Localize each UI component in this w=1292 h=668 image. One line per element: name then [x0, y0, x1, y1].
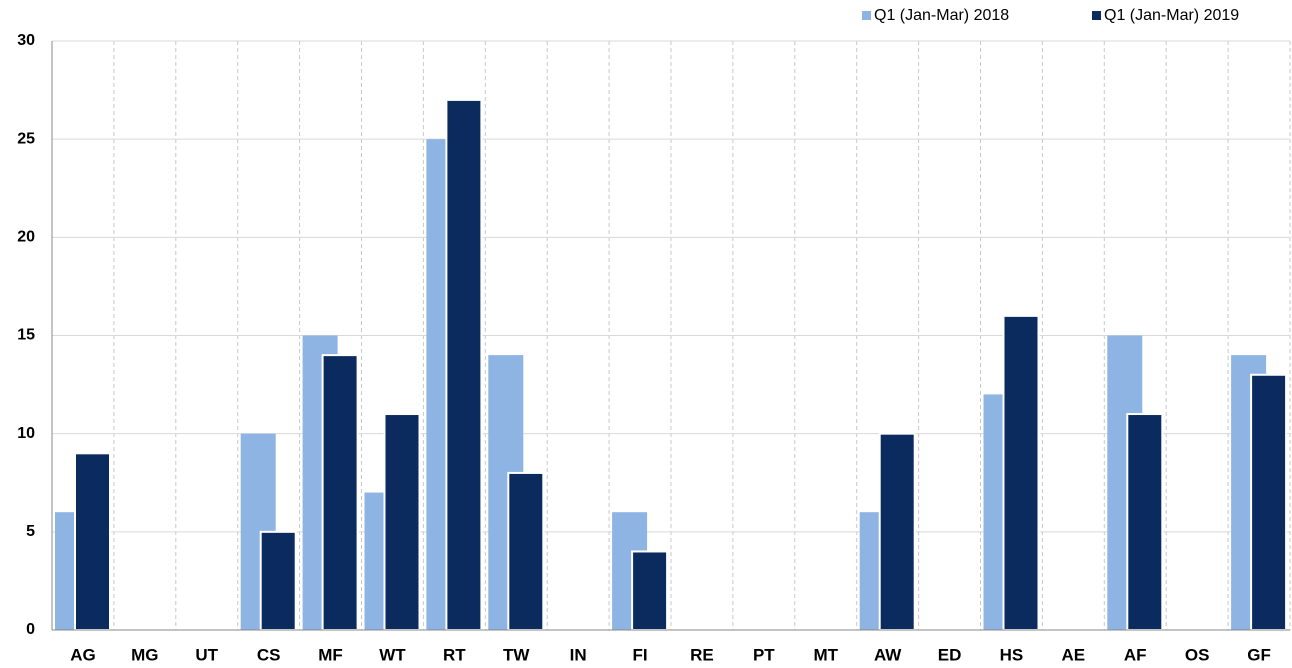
bar	[321, 354, 359, 631]
bar	[1126, 413, 1164, 631]
legend-label: Q1 (Jan-Mar) 2019	[1104, 7, 1239, 24]
bar	[383, 413, 421, 631]
x-tick-label: OS	[1185, 645, 1210, 664]
y-tick-label: 20	[17, 229, 35, 246]
x-tick-label: GF	[1247, 645, 1271, 664]
bar	[445, 98, 483, 631]
x-tick-label: PT	[753, 645, 775, 664]
x-tick-label: AE	[1062, 645, 1086, 664]
x-tick-label: ED	[938, 645, 962, 664]
y-tick-label: 0	[26, 621, 35, 638]
bar	[1002, 314, 1040, 631]
y-tick-label: 30	[17, 32, 35, 49]
x-tick-label: CS	[257, 645, 281, 664]
y-tick-label: 25	[17, 130, 35, 147]
legend-label: Q1 (Jan-Mar) 2018	[874, 7, 1009, 24]
y-tick-label: 5	[26, 523, 35, 540]
x-tick-label: HS	[1000, 645, 1024, 664]
x-tick-label: FI	[632, 645, 647, 664]
x-tick-label: MG	[131, 645, 158, 664]
x-tick-label: IN	[570, 645, 587, 664]
x-tick-label: MF	[318, 645, 343, 664]
x-tick-label: AW	[874, 645, 902, 664]
x-tick-label: MT	[813, 645, 838, 664]
x-tick-label: RT	[443, 645, 466, 664]
x-tick-label: AF	[1124, 645, 1147, 664]
legend-swatch	[1092, 11, 1101, 20]
bar	[878, 432, 916, 631]
x-tick-label: AG	[70, 645, 96, 664]
y-tick-label: 10	[17, 425, 35, 442]
bar	[631, 550, 669, 632]
bar	[74, 452, 111, 631]
x-tick-label: TW	[503, 645, 530, 664]
x-tick-label: RE	[690, 645, 714, 664]
y-tick-label: 15	[17, 327, 35, 344]
x-tick-label: UT	[195, 645, 218, 664]
bar	[259, 530, 297, 631]
bar	[507, 471, 545, 631]
bar	[1250, 373, 1288, 631]
x-tick-label: WT	[379, 645, 406, 664]
legend-swatch	[862, 11, 871, 20]
